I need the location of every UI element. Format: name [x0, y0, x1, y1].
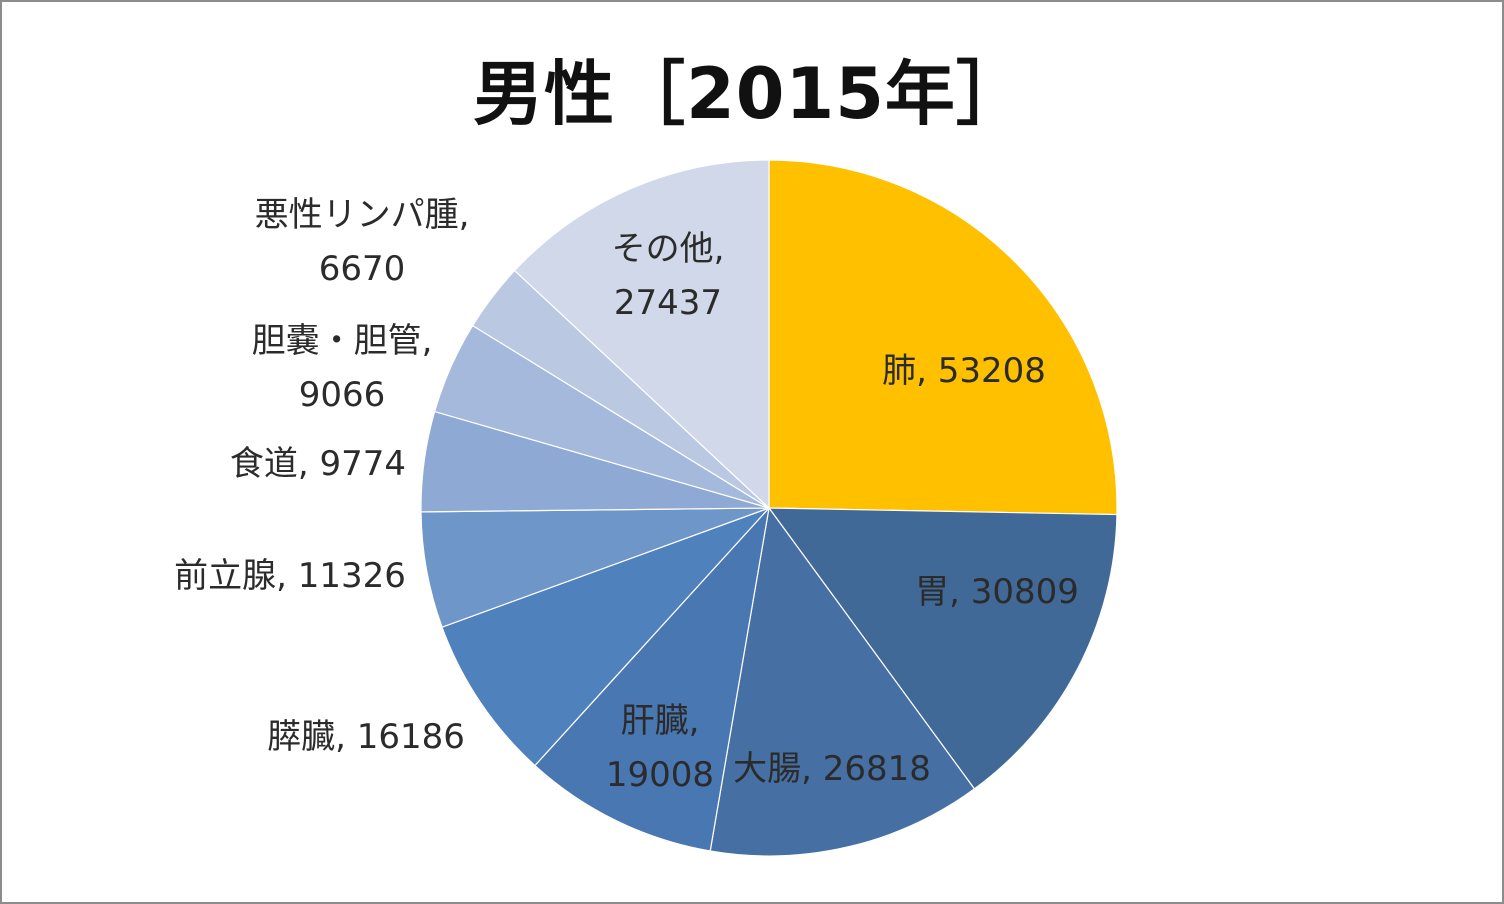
slice-data-label: 胃, 30809 [915, 572, 1079, 612]
slice-data-label: 肝臓, [621, 701, 700, 741]
pie-slice [709, 506, 976, 857]
slice-data-label: 膵臓, 16186 [267, 717, 465, 757]
pie-slice [441, 507, 770, 767]
pie-slice [534, 506, 770, 852]
pie-slice [768, 159, 1118, 516]
slice-data-label: 前立腺, 11326 [174, 556, 406, 596]
slice-data-label: 6670 [319, 249, 406, 289]
pie-slice [513, 159, 770, 510]
pie-slice [767, 507, 1118, 790]
slice-data-label: 大腸, 26818 [733, 749, 931, 789]
slice-data-label: 肺, 53208 [882, 351, 1046, 391]
slice-data-label: 27437 [614, 283, 722, 323]
slice-data-label: 19008 [606, 755, 714, 795]
slice-data-label: その他, [612, 229, 725, 269]
slice-data-label: 悪性リンパ腫, [255, 195, 470, 235]
slice-data-label: 胆嚢・胆管, [252, 321, 433, 361]
slice-data-label: 食道, 9774 [230, 444, 406, 484]
slice-data-label: 9066 [299, 375, 386, 415]
chart-title: 男性［2015年］ [473, 53, 1027, 135]
